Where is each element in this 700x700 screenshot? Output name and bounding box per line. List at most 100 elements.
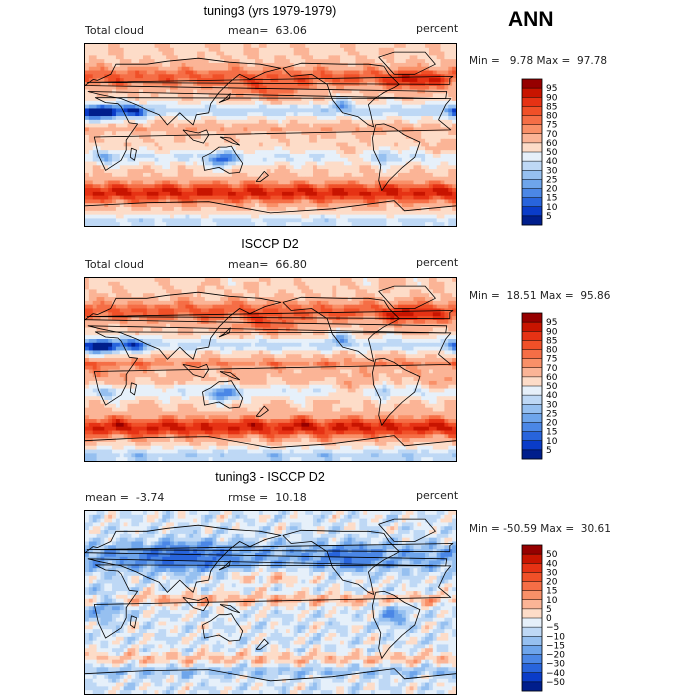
field-cell [374,108,380,113]
field-cell [150,199,155,204]
field-cell [158,119,163,125]
field-cell [212,59,217,64]
field-cell [355,180,360,185]
field-cell [370,119,376,125]
field-cell [289,161,295,166]
field-cell [452,74,456,79]
field-cell [177,157,183,162]
field-cell [208,188,213,193]
field-cell [374,142,380,147]
field-cell [235,131,240,136]
field-cell [243,123,248,128]
field-cell [197,203,202,208]
field-cell [119,172,125,178]
field-cell [255,66,260,71]
field-cell [135,47,140,52]
field-cell [131,153,136,159]
field-cell [370,222,376,226]
field-cell [355,278,360,283]
field-cell [220,70,225,75]
field-cell [270,78,275,83]
field-cell [181,218,186,223]
field-cell [340,116,345,121]
field-cell [390,195,395,200]
field-cell [158,203,163,208]
field-cell [100,138,105,143]
field-cell [115,161,121,166]
field-cell [382,135,387,140]
field-cell [170,210,175,216]
field-cell [262,127,268,132]
field-cell [270,135,275,140]
field-cell [409,66,414,71]
field-cell [370,116,376,121]
field-cell [452,89,456,94]
field-cell [374,169,380,174]
field-cell [88,184,94,189]
field-cell [243,62,248,68]
field-cell [146,131,152,136]
field-cell [193,195,198,200]
field-cell [239,70,244,75]
field-cell [162,100,167,106]
field-cell [150,108,155,113]
colorbar-label: 20 [546,185,558,195]
field-cell [193,289,198,294]
field-cell [382,66,387,71]
field-cell [417,116,422,121]
field-cell [425,214,430,219]
field-cell [231,161,237,166]
field-cell [243,157,248,162]
field-cell [309,62,314,68]
field-cell [115,127,121,132]
field-cell [328,214,333,219]
field-cell [448,207,453,212]
field-cell [390,176,395,181]
field-cell [301,210,306,216]
field-cell [112,203,117,208]
field-cell [409,127,414,132]
field-cell [243,207,248,212]
field-cell [421,116,426,121]
field-cell [417,44,422,49]
field-cell [166,135,171,140]
field-cell [255,142,260,147]
field-cell [436,62,441,68]
field-cell [285,138,291,143]
field-cell [104,116,109,121]
field-cell [425,93,430,98]
field-cell [417,138,422,143]
field-cell [200,281,206,287]
field-cell [282,195,287,200]
field-cell [108,112,113,117]
field-cell [216,278,221,283]
field-cell [336,116,341,121]
field-cell [405,93,411,98]
field-cell [170,93,175,98]
field-cell [139,116,144,121]
field-cell [115,44,121,49]
field-cell [239,127,244,132]
field-cell [127,44,132,49]
field-cell [185,135,190,140]
field-cell [359,222,364,226]
field-cell [92,74,97,79]
field-cell [150,281,155,287]
field-cell [247,169,252,174]
field-cell [378,51,383,56]
field-cell [336,188,341,193]
field-cell [401,93,407,98]
field-cell [440,157,445,162]
field-cell [305,100,310,106]
field-cell [154,116,159,121]
field-cell [340,74,345,79]
field-cell [363,131,368,136]
field-cell [409,199,414,204]
field-cell [239,153,244,159]
field-cell [239,278,244,283]
field-cell [405,188,411,193]
field-cell [255,214,260,219]
field-cell [262,203,268,208]
field-cell [409,62,414,68]
field-cell [398,188,403,193]
